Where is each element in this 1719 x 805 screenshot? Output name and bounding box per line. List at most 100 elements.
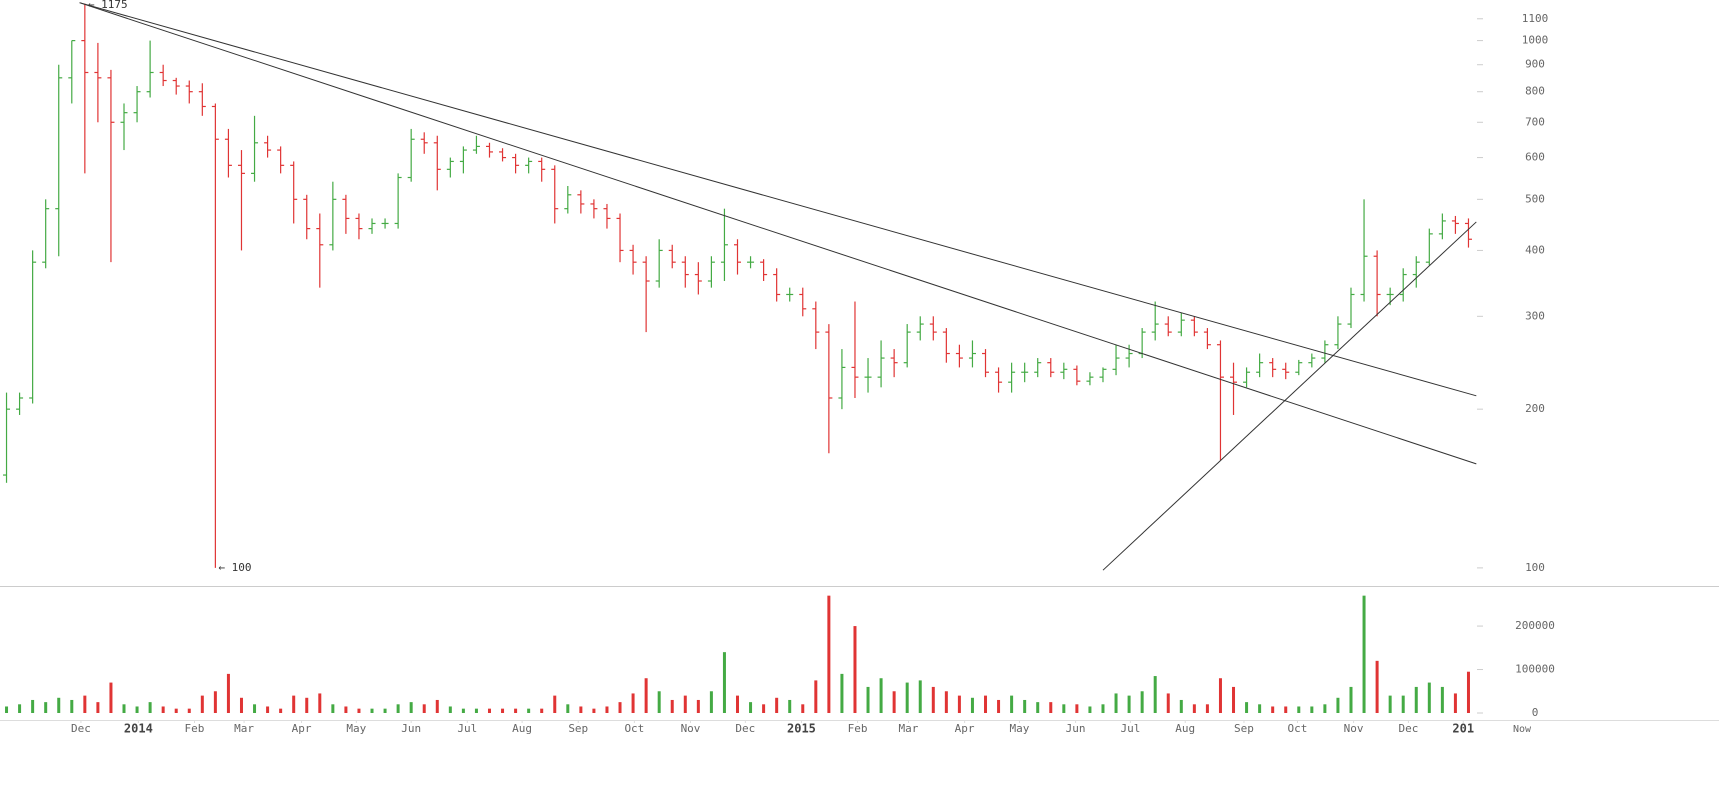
ohlc-bar (851, 301, 859, 398)
volume-bar (31, 699, 35, 713)
ohlc-bar (159, 64, 167, 87)
volume-bar (396, 704, 400, 713)
x-tick-label: Jul (1120, 722, 1140, 735)
volume-bar (722, 652, 726, 713)
ohlc-bar (1190, 316, 1198, 337)
volume-bar (422, 704, 426, 713)
volume-bar (709, 691, 713, 713)
ohlc-bar (264, 135, 272, 158)
volume-tick-label: 100000 (1515, 663, 1555, 676)
ohlc-bar (1112, 344, 1120, 376)
ohlc-bar (381, 218, 389, 229)
ohlc-bar (786, 287, 794, 302)
volume-bar (1323, 704, 1327, 713)
volume-bar (1218, 678, 1222, 713)
ohlc-bar (1451, 215, 1459, 234)
y-tick-label: 100 (1525, 561, 1545, 574)
ohlc-bar (929, 316, 937, 341)
ohlc-bar (1295, 359, 1303, 376)
y-tick-label: 200 (1525, 402, 1545, 415)
volume-bar (1127, 695, 1131, 713)
ohlc-bar (1412, 256, 1420, 288)
volume-bar (605, 706, 609, 713)
x-tick-label: Jun (401, 722, 421, 735)
volume-bar (344, 706, 348, 713)
volume-bar (18, 704, 22, 713)
volume-bar (762, 704, 766, 713)
y-tick-label: 900 (1525, 58, 1545, 71)
volume-bar (226, 673, 230, 713)
ohlc-bar (942, 328, 950, 363)
volume-bar (527, 708, 531, 713)
ohlc-bar (172, 77, 180, 95)
ohlc-bar (433, 135, 441, 191)
volume-bar (592, 708, 596, 713)
volume-bar (1297, 706, 1301, 713)
volume-bar (461, 708, 465, 713)
volume-bar (984, 695, 988, 713)
ohlc-bar (1425, 228, 1433, 266)
volume-bar (1010, 695, 1014, 713)
ohlc-bar (316, 213, 324, 288)
volume-bar (1466, 671, 1470, 713)
volume-bar (435, 699, 439, 713)
ohlc-bar (590, 199, 598, 219)
volume-bar (1114, 693, 1118, 713)
ohlc-bar (290, 161, 298, 224)
ohlc-bar (629, 244, 637, 275)
ohlc-bar (564, 185, 572, 214)
ohlc-bar (1099, 367, 1107, 383)
ohlc-bar (655, 239, 663, 288)
volume-bar (970, 697, 974, 713)
ohlc-bar (707, 256, 715, 288)
ohlc-bar (968, 340, 976, 368)
ohlc-bar (107, 69, 115, 263)
ohlc-bar (420, 132, 428, 154)
annotation: ← 1175 (88, 0, 128, 11)
volume-bar (1179, 699, 1183, 713)
volume-bar (1205, 704, 1209, 713)
volume-bar (448, 706, 452, 713)
y-tick-label: 800 (1525, 85, 1545, 98)
volume-bar (239, 697, 243, 713)
volume-bar (5, 706, 9, 713)
volume-bar (174, 708, 178, 713)
volume-bar (57, 697, 61, 713)
x-tick-label: Nov (681, 722, 701, 735)
volume-bar (1349, 686, 1353, 713)
ohlc-bar (877, 340, 885, 388)
ohlc-bar (55, 64, 63, 257)
x-tick-label: Mar (234, 722, 254, 735)
ohlc-bar (81, 3, 89, 174)
volume-bar (122, 704, 126, 713)
volume-bar (1427, 682, 1431, 713)
x-tick-label: 2015 (787, 722, 816, 736)
volume-bar (370, 708, 374, 713)
ohlc-bar (1216, 340, 1224, 461)
ohlc-bar (224, 128, 232, 178)
volume-bar (1049, 702, 1053, 713)
ohlc-bar (1164, 316, 1172, 337)
volume-bar (631, 693, 635, 713)
ohlc-bar (799, 287, 807, 317)
volume-bar (135, 706, 139, 713)
volume-bar (1375, 660, 1379, 713)
x-tick-label: May (1010, 722, 1030, 735)
ohlc-bar (694, 262, 702, 295)
volume-bar (70, 699, 74, 713)
volume-bar (409, 702, 413, 713)
volume-bar (44, 702, 48, 713)
x-tick-label: Mar (899, 722, 919, 735)
ohlc-bar (1269, 358, 1277, 378)
volume-bar (566, 704, 570, 713)
volume-tick-label: 0 (1532, 706, 1539, 719)
volume-bar (1153, 676, 1157, 713)
ohlc-bar (1151, 301, 1159, 341)
y-tick-label: 700 (1525, 115, 1545, 128)
volume-bar (618, 702, 622, 713)
x-tick-label: May (346, 722, 366, 735)
ohlc-bar (681, 256, 689, 288)
trendline (79, 2, 1477, 465)
volume-bar (514, 708, 518, 713)
